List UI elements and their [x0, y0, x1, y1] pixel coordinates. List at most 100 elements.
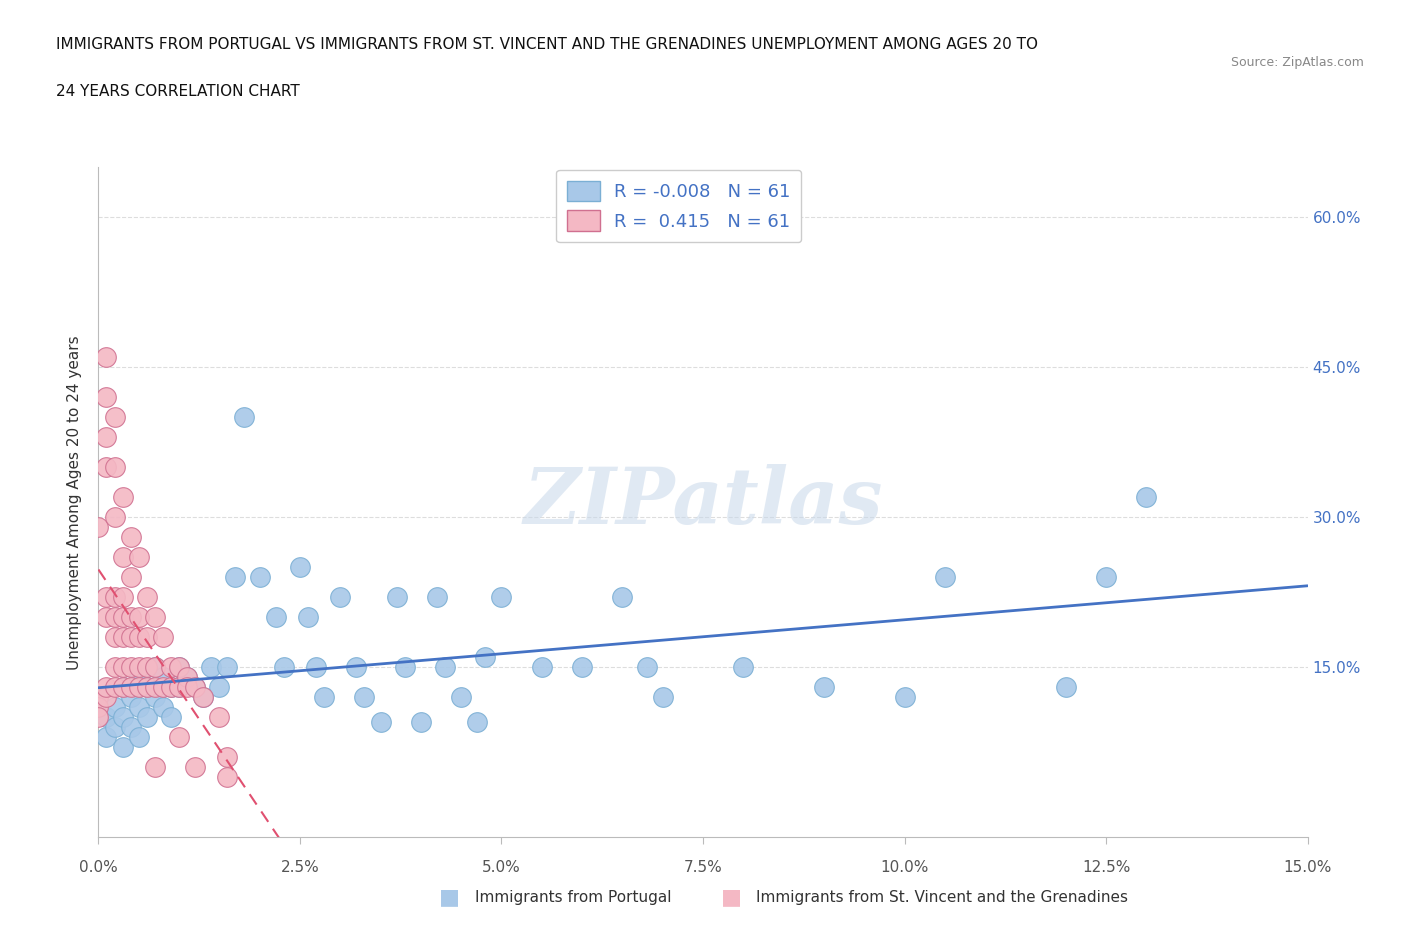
Point	[128, 680, 150, 695]
Point	[111, 739, 134, 754]
Point	[160, 659, 183, 674]
Point	[167, 680, 190, 695]
Point	[120, 680, 142, 695]
Point	[96, 390, 118, 405]
Text: 24 YEARS CORRELATION CHART: 24 YEARS CORRELATION CHART	[56, 84, 299, 99]
Point	[120, 610, 142, 625]
Point	[474, 650, 496, 665]
Point	[208, 710, 231, 724]
Point	[264, 610, 287, 625]
Point	[120, 630, 142, 644]
Text: 0.0%: 0.0%	[79, 860, 118, 875]
Text: 12.5%: 12.5%	[1081, 860, 1130, 875]
Point	[200, 659, 222, 674]
Point	[426, 590, 449, 604]
Point	[193, 690, 215, 705]
Text: IMMIGRANTS FROM PORTUGAL VS IMMIGRANTS FROM ST. VINCENT AND THE GRENADINES UNEMP: IMMIGRANTS FROM PORTUGAL VS IMMIGRANTS F…	[56, 37, 1038, 52]
Point	[128, 630, 150, 644]
Point	[111, 680, 134, 695]
Point	[135, 710, 157, 724]
Point	[612, 590, 634, 604]
Point	[152, 699, 174, 714]
Point	[96, 350, 118, 365]
Text: Source: ZipAtlas.com: Source: ZipAtlas.com	[1230, 56, 1364, 69]
Point	[103, 630, 125, 644]
Point	[530, 659, 553, 674]
Point	[143, 680, 166, 695]
Text: ■: ■	[440, 887, 460, 908]
Point	[249, 570, 271, 585]
Point	[143, 659, 166, 674]
Point	[96, 459, 118, 474]
Point	[103, 699, 125, 714]
Point	[103, 720, 125, 735]
Point	[103, 459, 125, 474]
Point	[96, 680, 118, 695]
Point	[297, 610, 319, 625]
Point	[128, 730, 150, 745]
Point	[1054, 680, 1077, 695]
Point	[733, 659, 755, 674]
Point	[160, 680, 183, 695]
Point	[103, 410, 125, 425]
Point	[135, 680, 157, 695]
Point	[184, 680, 207, 695]
Point	[409, 714, 432, 729]
Point	[135, 590, 157, 604]
Point	[385, 590, 408, 604]
Point	[1135, 490, 1157, 505]
Point	[1095, 570, 1118, 585]
Text: 5.0%: 5.0%	[482, 860, 520, 875]
Point	[167, 730, 190, 745]
Point	[96, 690, 118, 705]
Point	[103, 590, 125, 604]
Point	[135, 659, 157, 674]
Point	[143, 659, 166, 674]
Point	[217, 750, 239, 764]
Point	[111, 610, 134, 625]
Point	[87, 699, 110, 714]
Point	[96, 730, 118, 745]
Point	[103, 510, 125, 525]
Point	[329, 590, 352, 604]
Text: ZIPatlas: ZIPatlas	[523, 464, 883, 540]
Point	[184, 680, 207, 695]
Point	[160, 710, 183, 724]
Point	[96, 590, 118, 604]
Point	[103, 610, 125, 625]
Point	[128, 550, 150, 565]
Point	[167, 680, 190, 695]
Point	[96, 710, 118, 724]
Point	[152, 630, 174, 644]
Point	[128, 610, 150, 625]
Point	[893, 690, 915, 705]
Point	[176, 670, 198, 684]
Point	[636, 659, 658, 674]
Point	[232, 410, 254, 425]
Point	[128, 659, 150, 674]
Text: ■: ■	[721, 887, 741, 908]
Point	[120, 530, 142, 545]
Point	[344, 659, 367, 674]
Point	[111, 680, 134, 695]
Point	[176, 680, 198, 695]
Text: 7.5%: 7.5%	[683, 860, 723, 875]
Legend: R = -0.008   N = 61, R =  0.415   N = 61: R = -0.008 N = 61, R = 0.415 N = 61	[557, 170, 801, 242]
Point	[87, 520, 110, 535]
Point	[143, 610, 166, 625]
Point	[111, 490, 134, 505]
Point	[87, 710, 110, 724]
Point	[160, 680, 183, 695]
Point	[111, 659, 134, 674]
Point	[394, 659, 416, 674]
Point	[96, 610, 118, 625]
Text: Immigrants from Portugal: Immigrants from Portugal	[475, 890, 672, 905]
Point	[120, 720, 142, 735]
Y-axis label: Unemployment Among Ages 20 to 24 years: Unemployment Among Ages 20 to 24 years	[67, 335, 83, 670]
Point	[208, 680, 231, 695]
Point	[128, 670, 150, 684]
Point	[120, 659, 142, 674]
Text: 15.0%: 15.0%	[1284, 860, 1331, 875]
Point	[224, 570, 246, 585]
Point	[184, 760, 207, 775]
